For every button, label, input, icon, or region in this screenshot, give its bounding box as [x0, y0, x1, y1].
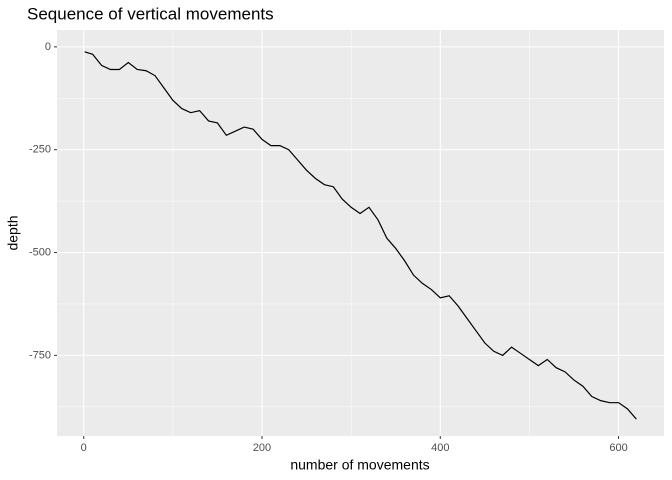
y-tick-label: 0: [45, 41, 51, 53]
y-tick-label: -500: [29, 246, 51, 258]
x-tick-label: 400: [431, 442, 449, 454]
y-tick-label: -750: [29, 349, 51, 361]
x-tick-label: 600: [609, 442, 627, 454]
x-axis-title: number of movements: [290, 457, 429, 473]
y-axis-title: depth: [5, 215, 21, 250]
line: [84, 51, 637, 420]
chart-title: Sequence of vertical movements: [27, 4, 274, 23]
x-tick-label: 200: [253, 442, 271, 454]
y-tick-label: -250: [29, 144, 51, 156]
plot-panel: [57, 30, 664, 436]
x-tick-label: 0: [81, 442, 87, 454]
